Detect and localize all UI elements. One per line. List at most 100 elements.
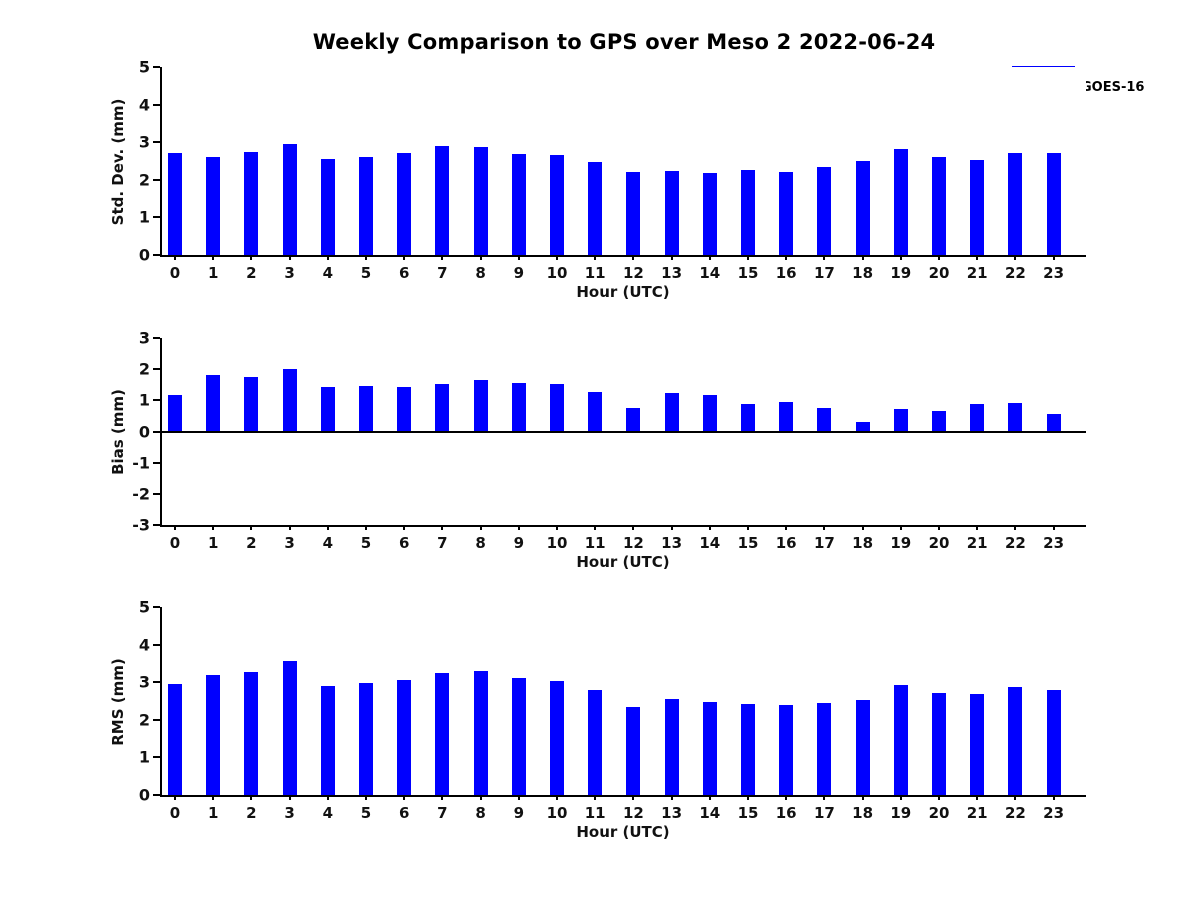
y-tick-label: -3	[132, 515, 150, 535]
x-tick-label: 4	[322, 264, 334, 282]
x-tick	[785, 525, 788, 530]
x-tick-label: 12	[622, 804, 644, 822]
bar-hour-4	[320, 387, 335, 432]
x-tick-label: 15	[737, 534, 759, 552]
bar-hour-2	[244, 376, 259, 432]
y-tick	[153, 178, 160, 181]
bar-hour-14	[702, 701, 717, 795]
x-tick	[632, 525, 635, 530]
x-tick	[326, 795, 329, 800]
bar-hour-22	[1008, 687, 1023, 795]
x-tick-label: 4	[322, 804, 334, 822]
bar-hour-8	[473, 147, 488, 255]
x-tick	[594, 255, 597, 260]
x-tick-label: 0	[169, 534, 181, 552]
x-tick-label: 0	[169, 804, 181, 822]
bar-hour-10	[550, 680, 564, 795]
y-tick	[153, 643, 160, 646]
y-tick-label: -2	[132, 484, 150, 504]
x-tick	[708, 255, 711, 260]
x-tick	[517, 255, 520, 260]
x-tick	[250, 525, 253, 530]
bar-hour-13	[664, 170, 679, 255]
x-tick	[976, 795, 979, 800]
y-tick-label: 2	[138, 710, 150, 730]
y-tick	[153, 254, 160, 256]
bar-hour-4	[320, 159, 335, 255]
x-tick	[1052, 795, 1055, 800]
x-tick	[365, 255, 367, 260]
bar-hour-12	[626, 407, 641, 432]
x-tick-label: 6	[398, 534, 410, 552]
bar-hour-8	[473, 380, 488, 432]
x-tick-label: 14	[699, 264, 721, 282]
bar-hour-9	[511, 677, 526, 795]
x-tick-label: 16	[775, 264, 797, 282]
y-tick	[153, 368, 160, 371]
x-tick	[899, 255, 902, 260]
x-tick-label: 9	[513, 804, 525, 822]
x-tick	[708, 795, 711, 800]
bar-hour-17	[817, 166, 832, 255]
y-tick	[153, 681, 160, 684]
x-tick	[250, 795, 253, 800]
bar-hour-17	[817, 408, 832, 432]
x-tick-label: 13	[661, 264, 683, 282]
x-axis-label-stddev: Hour (UTC)	[576, 283, 670, 301]
bar-hour-18	[855, 699, 870, 795]
bar-hour-23	[1046, 414, 1061, 432]
x-tick-label: 9	[513, 534, 525, 552]
y-tick-label: 4	[138, 95, 150, 115]
y-tick-label: -1	[132, 453, 150, 473]
x-tick-label: 20	[928, 534, 950, 552]
legend-label: GOES-16	[1081, 80, 1145, 95]
x-tick-label: 15	[737, 804, 759, 822]
x-tick	[938, 795, 940, 800]
x-tick-label: 6	[398, 264, 410, 282]
x-tick	[479, 255, 482, 260]
bar-hour-17	[817, 702, 832, 795]
x-tick	[708, 525, 711, 530]
bar-hour-22	[1008, 402, 1023, 432]
y-tick-label: 0	[138, 422, 150, 441]
x-tick	[479, 795, 482, 800]
bar-hour-22	[1008, 153, 1023, 255]
bar-hour-13	[664, 698, 679, 795]
bar-hour-20	[932, 410, 946, 432]
x-tick-label: 8	[475, 804, 486, 822]
x-tick-label: 14	[699, 804, 721, 822]
x-tick-label: 7	[437, 804, 448, 822]
x-tick	[785, 255, 788, 260]
x-tick	[823, 795, 826, 800]
x-tick-label: 10	[546, 534, 568, 552]
x-tick-label: 23	[1043, 804, 1065, 822]
y-tick	[153, 524, 160, 526]
x-tick-label: 1	[207, 534, 219, 552]
x-tick-label: 23	[1043, 264, 1065, 282]
x-tick	[212, 525, 215, 530]
x-tick	[785, 795, 788, 800]
x-tick-label: 5	[360, 804, 372, 822]
x-tick	[747, 795, 749, 800]
bar-hour-2	[244, 151, 259, 255]
x-tick-label: 5	[360, 534, 372, 552]
bar-hour-11	[588, 690, 603, 795]
x-tick-label: 20	[928, 264, 950, 282]
x-tick	[174, 255, 176, 260]
bar-hour-14	[702, 173, 717, 255]
x-tick	[288, 255, 291, 260]
x-tick	[212, 795, 215, 800]
bar-hour-7	[435, 145, 450, 255]
x-tick	[441, 795, 444, 800]
bar-hour-12	[626, 171, 641, 255]
y-tick-label: 2	[138, 359, 150, 379]
y-tick	[153, 718, 160, 721]
y-tick-label: 2	[138, 170, 150, 190]
bar-hour-3	[282, 369, 297, 432]
bar-hour-21	[970, 694, 985, 795]
bar-hour-20	[932, 693, 946, 795]
plot-bias: -3 -2 -1 0 1 2 3 0 1 2 3 4 5 6 7 8 9 10 11 12 13 14 15 16 17 18 19…	[132, 329, 1086, 552]
y-tick	[153, 606, 160, 608]
x-tick	[365, 525, 367, 530]
